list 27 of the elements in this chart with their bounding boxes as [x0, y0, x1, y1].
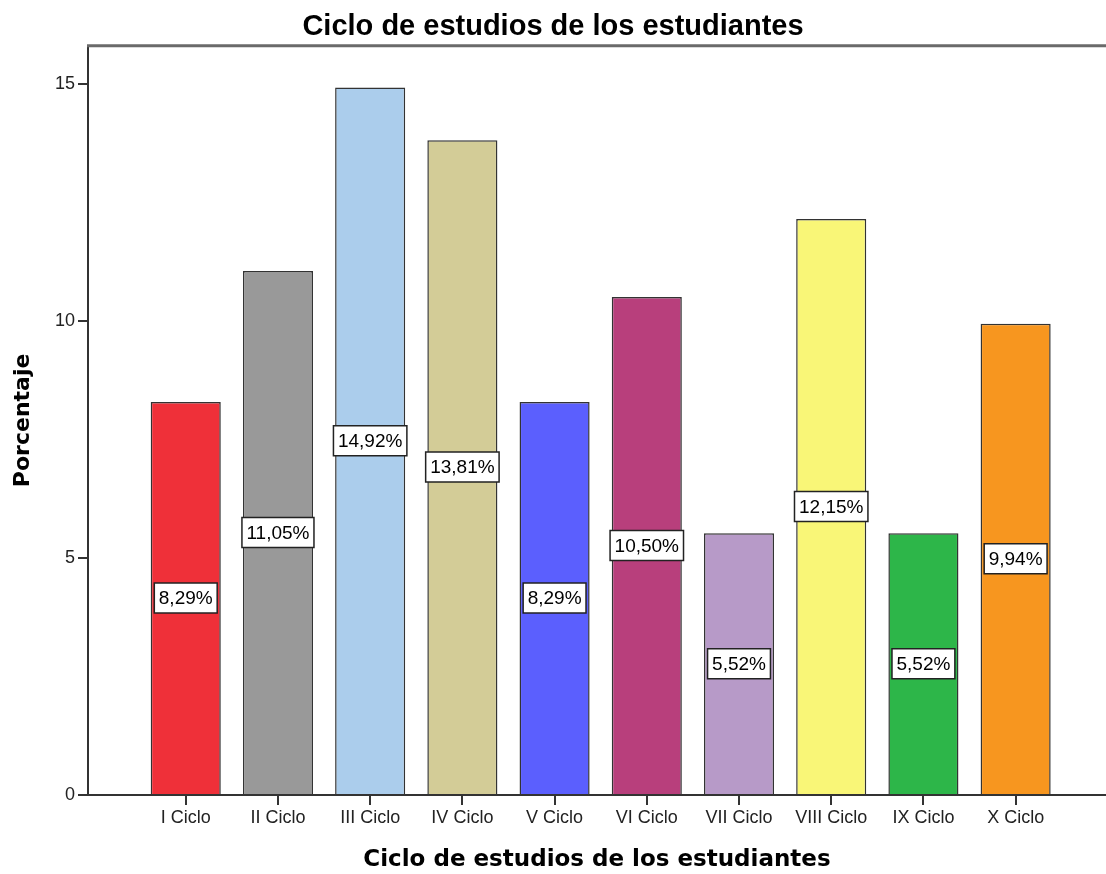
x-tick-label: III Ciclo	[340, 806, 401, 827]
y-tick-label: 0	[64, 783, 75, 804]
x-tick-label: VIII Ciclo	[795, 806, 868, 827]
data-label: 5,52%	[712, 652, 767, 674]
x-tick-label: II Ciclo	[250, 806, 306, 827]
x-tick-label: IX Ciclo	[892, 806, 955, 827]
x-tick-label: VII Ciclo	[705, 806, 773, 827]
y-axis-title: Porcentaje	[8, 353, 34, 488]
y-tick-label: 10	[54, 309, 75, 330]
data-label: 10,50%	[614, 534, 680, 556]
chart-title: Ciclo de estudios de los estudiantes	[302, 9, 804, 42]
data-label: 14,92%	[337, 430, 403, 451]
data-label: 13,81%	[430, 456, 495, 478]
x-tick-label: X Ciclo	[987, 806, 1045, 827]
data-label: 9,94%	[988, 548, 1043, 570]
y-tick-label: 15	[54, 72, 75, 93]
x-tick-label: VI Ciclo	[615, 806, 678, 827]
x-tick-label: V Ciclo	[526, 806, 584, 827]
data-label: 11,05%	[246, 521, 310, 543]
y-tick-label: 5	[64, 546, 75, 567]
x-tick-label: IV Ciclo	[431, 806, 494, 827]
x-axis-title: Ciclo de estudios de los estudiantes	[363, 845, 831, 872]
data-label: 12,15%	[798, 495, 864, 517]
data-label: 8,29%	[158, 587, 213, 609]
data-label: 8,29%	[527, 587, 582, 609]
data-label: 5,52%	[896, 652, 951, 674]
x-tick-label: I Ciclo	[160, 806, 211, 827]
